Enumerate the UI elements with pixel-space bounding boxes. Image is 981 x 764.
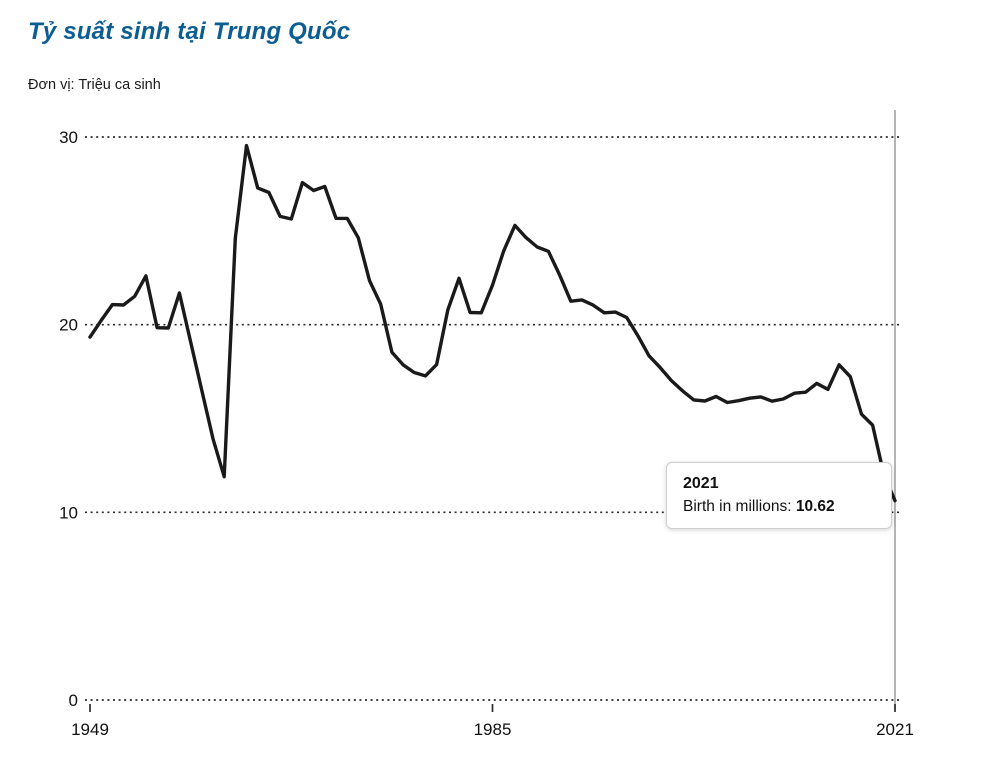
x-axis-label-1985: 1985 bbox=[474, 720, 512, 739]
x-axis-label-2021: 2021 bbox=[876, 720, 914, 739]
birth-line-chart[interactable]: 30 20 10 0 1949 1985 2021 bbox=[0, 104, 981, 764]
page-title: Tỷ suất sinh tại Trung Quốc bbox=[28, 18, 351, 45]
y-axis-label-10: 10 bbox=[59, 503, 78, 522]
tooltip-year: 2021 bbox=[683, 475, 719, 492]
y-axis-label-0: 0 bbox=[69, 691, 78, 710]
tooltip-value-line: Birth in millions: 10.62 bbox=[683, 498, 875, 516]
tooltip-value: 10.62 bbox=[795, 498, 835, 515]
y-axis-label-30: 30 bbox=[59, 128, 78, 147]
birth-series-line bbox=[88, 143, 897, 503]
y-axis-label-20: 20 bbox=[59, 316, 78, 335]
tooltip-label: Birth in millions: bbox=[683, 498, 796, 515]
x-axis-label-1949: 1949 bbox=[71, 720, 109, 739]
chart-tooltip: 2021 Birth in millions: 10.62 bbox=[666, 462, 892, 529]
chart-unit-label: Đơn vị: Triệu ca sinh bbox=[28, 77, 161, 93]
